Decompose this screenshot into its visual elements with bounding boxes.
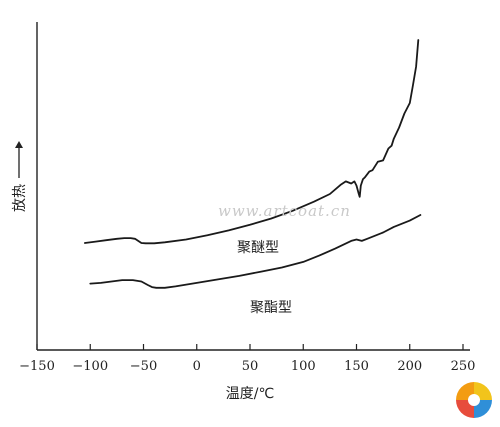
x-tick-label: 0 — [193, 359, 201, 374]
logo-segment-red — [456, 400, 474, 418]
logo-segment-blue — [474, 400, 492, 418]
x-tick-label: 150 — [344, 359, 369, 374]
x-ticks: −150 −100 −50 0 50 100 150 200 250 — [19, 344, 475, 374]
x-tick-label: 50 — [242, 359, 259, 374]
x-tick-label: 200 — [397, 359, 422, 374]
axes — [36, 22, 470, 351]
series-line-polyether — [84, 39, 420, 245]
watermark: www.artcoat.cn — [218, 202, 351, 220]
corner-logo — [456, 382, 492, 418]
logo-segment-yellow — [474, 382, 492, 400]
y-axis-title: 放热 — [12, 184, 28, 212]
logo-segment-orange — [456, 382, 474, 400]
curves — [84, 39, 422, 289]
y-axis-arrow-head — [15, 141, 23, 148]
logo-center — [468, 394, 480, 406]
series-label-polyether: 聚醚型 — [237, 240, 279, 256]
x-tick-label: −50 — [130, 359, 157, 374]
x-tick-label: −150 — [19, 359, 55, 374]
x-tick-label: 250 — [451, 359, 476, 374]
x-tick-label: −100 — [72, 359, 108, 374]
series-line-polyester — [89, 214, 422, 289]
series-label-polyester: 聚酯型 — [250, 300, 292, 316]
x-axis-title: 温度/℃ — [226, 386, 274, 402]
x-tick-label: 100 — [291, 359, 316, 374]
y-axis-title-group: 放热 — [12, 141, 28, 212]
